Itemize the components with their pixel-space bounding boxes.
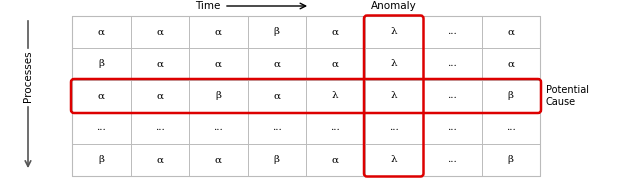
Text: α: α xyxy=(156,155,163,164)
Text: β: β xyxy=(99,60,104,69)
Text: ...: ... xyxy=(389,124,399,133)
Text: β: β xyxy=(215,91,221,100)
Text: λ: λ xyxy=(390,91,397,100)
Text: Potential
Cause: Potential Cause xyxy=(546,85,589,107)
Text: ...: ... xyxy=(447,124,457,133)
Text: ...: ... xyxy=(213,124,223,133)
Text: α: α xyxy=(156,60,163,69)
Text: α: α xyxy=(332,155,339,164)
Text: α: α xyxy=(156,91,163,100)
Text: ...: ... xyxy=(272,124,282,133)
Text: ...: ... xyxy=(447,91,457,100)
Text: α: α xyxy=(215,60,221,69)
Text: β: β xyxy=(274,28,280,36)
Text: λ: λ xyxy=(390,155,397,164)
Bar xyxy=(72,16,540,176)
Text: α: α xyxy=(98,91,105,100)
Text: α: α xyxy=(508,28,515,36)
Text: β: β xyxy=(508,91,514,100)
Text: ...: ... xyxy=(447,28,457,36)
Text: β: β xyxy=(274,155,280,164)
Text: ...: ... xyxy=(447,155,457,164)
Text: α: α xyxy=(98,28,105,36)
Text: α: α xyxy=(215,28,221,36)
Text: α: α xyxy=(215,155,221,164)
Text: Processes: Processes xyxy=(23,50,33,102)
Text: λ: λ xyxy=(390,28,397,36)
Text: α: α xyxy=(156,28,163,36)
Text: β: β xyxy=(99,155,104,164)
Text: λ: λ xyxy=(332,91,339,100)
Text: Time: Time xyxy=(195,1,220,11)
Text: β: β xyxy=(508,155,514,164)
Text: ...: ... xyxy=(155,124,164,133)
Text: λ: λ xyxy=(390,60,397,69)
Text: α: α xyxy=(332,28,339,36)
Text: α: α xyxy=(508,60,515,69)
Text: α: α xyxy=(273,60,280,69)
Text: α: α xyxy=(273,91,280,100)
Text: ...: ... xyxy=(447,60,457,69)
Text: ...: ... xyxy=(97,124,106,133)
Text: α: α xyxy=(332,60,339,69)
Text: ...: ... xyxy=(330,124,340,133)
Text: Anomaly: Anomaly xyxy=(371,1,417,11)
Text: ...: ... xyxy=(506,124,516,133)
